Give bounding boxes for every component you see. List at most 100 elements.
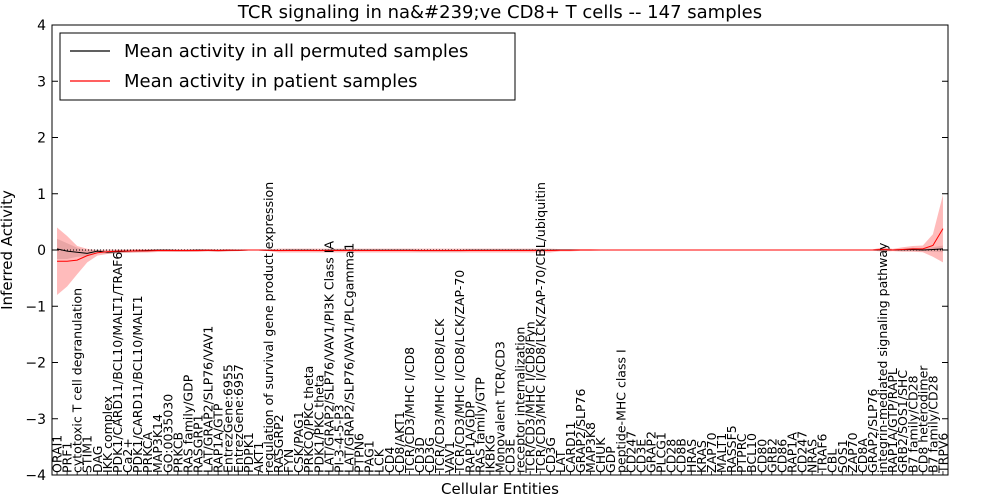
x-tick-label: PRKCB [170,432,185,473]
x-tick-label: LAT/GRAP2/SLP76/VAV1/PI3K Class IA [321,241,336,473]
y-tick-label: −1 [25,299,46,315]
x-tick-label: CD4 [382,447,397,473]
plot-frame [51,24,949,476]
x-tick-label: CD8A [855,438,870,473]
y-tick-label: −4 [25,468,46,484]
x-tick-label: PLCG1 [654,432,669,473]
x-tick-label: MAP3K14 [150,414,165,473]
y-tick-label: 4 [37,18,46,34]
x-tick-label: FYN [281,449,296,473]
x-tick-label: RASGRP1 [190,414,205,473]
x-tick-label: CSK/PAG1 [291,411,306,473]
y-tick-label: −2 [25,356,46,372]
x-tick-label: RASSF5 [724,425,739,473]
x-tick-label: CD8B [674,438,689,473]
y-axis-label: Inferred Activity [0,190,16,310]
x-tick-label: regulation of survival gene product expr… [261,182,276,473]
x-tick-label: GDP [603,446,618,473]
x-tick-label: GRAP2/SLP76 [573,388,588,473]
x-tick-label: SOS1 [835,439,850,473]
legend-box [59,32,516,101]
legend: Mean activity in all permuted samples Mea… [59,32,516,101]
x-tick-label: CD28 [664,439,679,473]
x-tick-label: RAP1A [784,432,799,473]
confidence-bands [57,194,943,295]
x-tick-label: B7 family/CD28 [905,375,920,473]
x-tick-label: CD86 [774,439,789,473]
x-tick-label: CD247 [623,431,638,473]
x-tick-label: PTPN6 [352,433,367,473]
x-tick-label: ZAP70 [845,432,860,473]
x-tick-label: B7 family/CD28 [925,375,940,473]
x-tick-label: cytotoxic T cell degranulation [70,288,85,473]
x-tick-label: BCL10 [744,433,759,473]
x-tick-label: ORAI1 [50,435,65,473]
x-tick-label: PRKCQ/PKC theta [301,366,316,473]
x-tick-label: LAT/GRAP2/SLP76/VAV1/PLCgamma1 [341,243,356,473]
x-tick-label: CD8 heterodimer [915,365,930,473]
x-tick-label: KRAS [694,440,709,473]
x-tick-label: LCK [372,448,387,473]
x-tick-label: TCR/CD3/MHC I/CD8/LCK [432,318,447,474]
x-tick-label: TRAF6 [815,433,830,474]
band-series-1 [57,194,943,295]
x-tick-label: CD3E [633,439,648,473]
y-tick-label: −3 [25,412,46,428]
x-tick-label: TCR/CD3/MHC I/CD8/LCK/ZAP-70 [452,270,467,474]
x-tick-label: DAG [90,446,105,473]
x-tick-label: HRAS [684,439,699,473]
y-tick-label: 1 [37,187,46,203]
x-tick-label: MALT1 [714,433,729,473]
x-tick-label: GO:0035030 [160,394,175,473]
x-tick-label: PI-3-4-5-P3 [331,404,346,473]
x-tick-label: RAP1A/GTP/RAPL [885,368,900,473]
x-tick-label: RAS family/GDP [180,374,195,473]
x-tick-label: MAP3K8 [583,422,598,473]
x-tick-label: PTPRC [734,433,749,473]
x-tick-label: integrin-mediated signaling pathway [875,242,890,473]
x-tick-label: GRB2/SOS1/SHC [895,370,910,473]
y-tick-label: 2 [37,131,46,147]
x-tick-label: CD3D [412,437,427,473]
legend-label: Mean activity in patient samples [124,71,418,92]
x-tick-label: PDPK1 [241,432,256,473]
x-tick-label: RASGRP2 [271,414,286,473]
series-lines [56,228,944,262]
x-tick-label: CD3G [422,437,437,473]
x-tick-label: CHUK [593,437,608,473]
x-tick-label: CBL [825,449,840,473]
x-tick-label: receptor internalization [513,327,528,473]
x-tick-label: Monovalent TCR/CD3 [493,341,508,473]
x-tick-label: CD8/AKT1 [392,411,407,473]
x-tick-label: ZAP70 [704,432,719,473]
x-tick-label: TRPV6 [935,433,950,474]
x-tick-label: IKK complex [100,396,115,473]
x-tick-label: GRAP2 [644,431,659,473]
x-tick-label: EntrezGene:6957 [231,364,246,473]
x-tick-label: TCR/CD3/MHC I/CD8/LCK/ZAP-70/CBL/ubiquit… [533,182,548,474]
x-tick-label: CD3E [503,439,518,473]
x-tick-label: GRAP2/SLP76 [865,388,880,473]
x-tick-label: VAV1 [442,441,457,473]
x-tick-label: Ca2+ [120,438,135,473]
y-tick-label: 0 [37,243,46,259]
x-tick-label: LAT [553,450,568,473]
x-tick-label: GRB2 [764,438,779,473]
y-axis: −4 −3 −2 −1 0 1 2 3 4 [25,18,948,484]
x-tick-label: IKBKG [482,435,497,473]
x-tick-label: TCR/CD3/MHC I/CD8/Fyn [523,321,538,474]
y-tick-label: 3 [37,74,46,90]
x-tick-label: EntrezGene:6955 [221,364,236,473]
legend-label: Mean activity in all permuted samples [124,41,468,62]
chart-title: TCR signaling in na&#239;ve CD8+ T cells… [237,2,762,23]
x-tick-label: CD80 [754,439,769,473]
x-tick-label: PRKCA [140,432,155,473]
x-tick-label: CD247 [795,431,810,473]
x-tick-label: TCR/CD3/MHC I/CD8 [402,347,417,474]
x-tick-label: PRF1 [60,442,75,473]
x-tick-label: PDK1/CARD11/BCL10/MALT1 [130,295,145,473]
x-tick-label: CARD11 [563,422,578,474]
x-tick-label: AKT1 [251,442,266,473]
